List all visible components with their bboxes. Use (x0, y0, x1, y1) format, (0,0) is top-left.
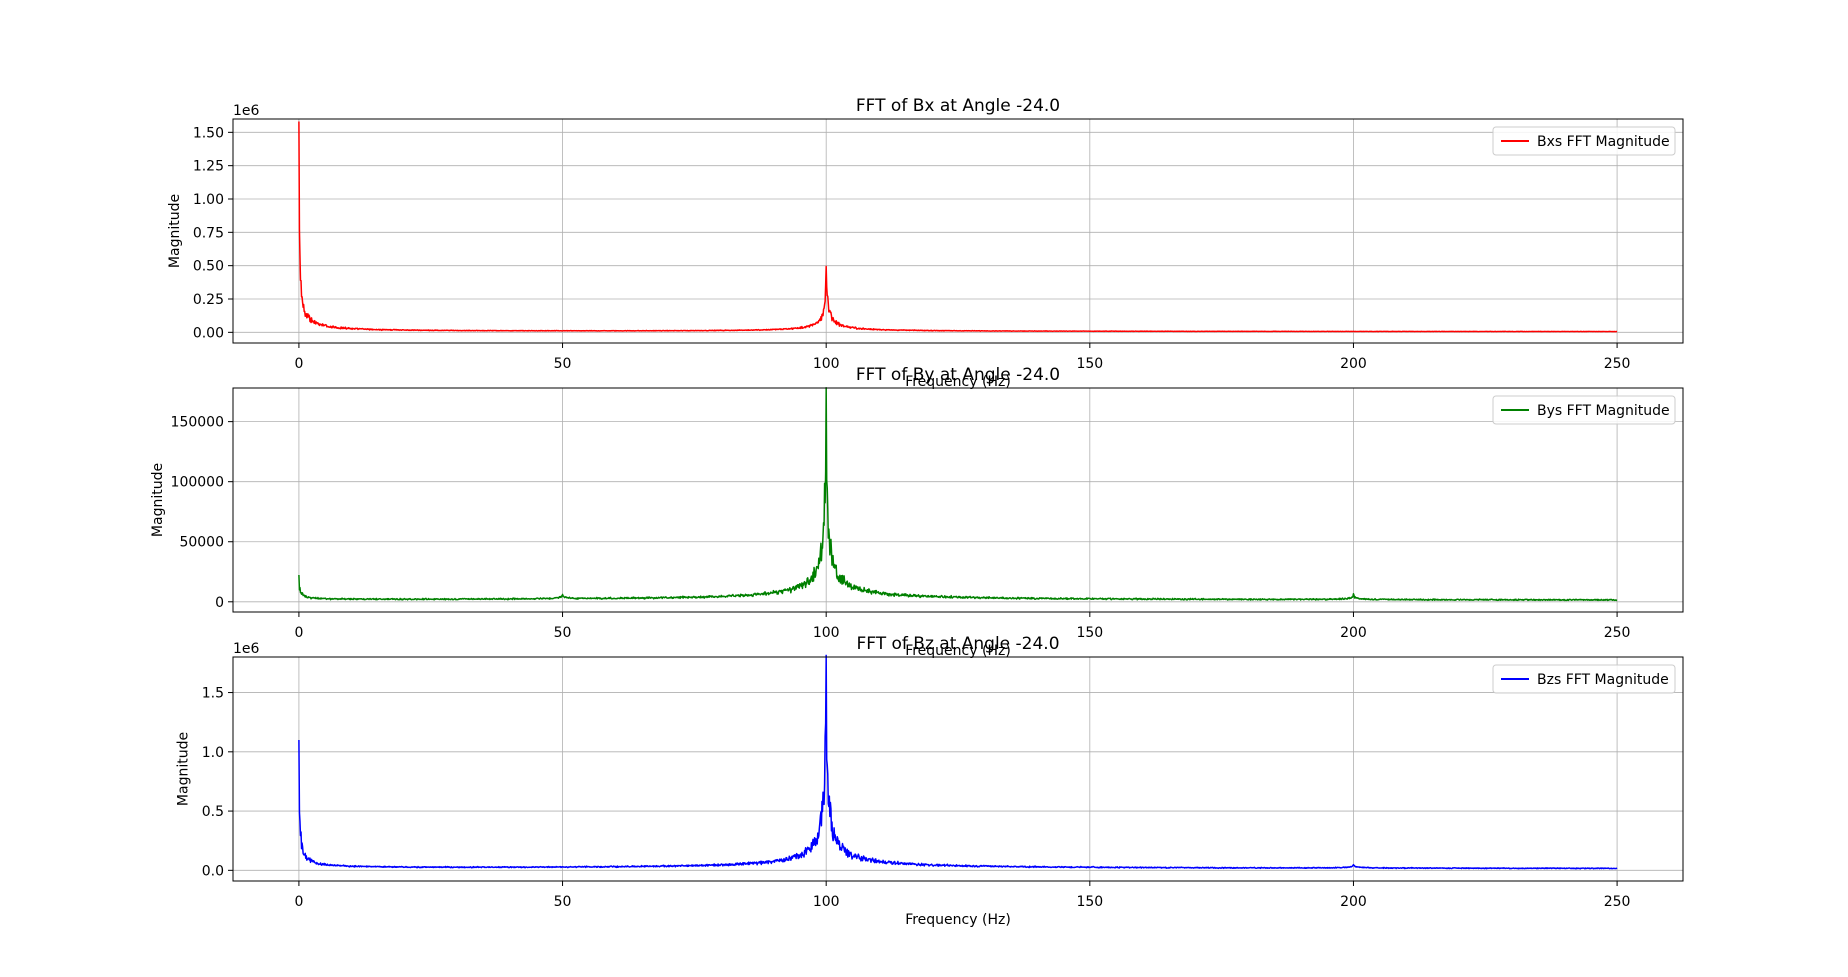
chart-panel-2: 0 50 100 150 200 250 0 50000 100000 150000 FFT of … (150, 365, 1684, 659)
legend: Bys FFT Magnitude (1492, 395, 1676, 425)
y-tick-label: 100000 (171, 475, 224, 491)
x-axis-label: Frequency (Hz) (905, 912, 1011, 928)
chart-panel-1: 0 50 100 150 200 250 0.00 0.25 0.50 0.75 1.00 1.25 1… (167, 96, 1684, 390)
y-tick-label: 0.75 (193, 225, 224, 241)
chart-title: FFT of Bx at Angle -24.0 (856, 96, 1060, 116)
x-tick-label: 50 (554, 894, 572, 910)
x-tick-label: 50 (554, 625, 572, 641)
x-tick-label: 100 (813, 356, 840, 372)
y-axis-label: Magnitude (150, 463, 166, 537)
y-tick-label: 0.00 (193, 325, 224, 341)
y-tick-label: 150000 (171, 415, 224, 431)
y-tick-label: 1.0 (202, 745, 224, 761)
x-tick-label: 100 (813, 625, 840, 641)
x-tick-label: 200 (1340, 356, 1367, 372)
chart-panel-3: 0 50 100 150 200 250 0.0 0.5 1.0 1.5 1e6 FFT of Bz … (176, 634, 1684, 928)
x-tick-label: 250 (1604, 894, 1631, 910)
legend-label: Bys FFT Magnitude (1537, 403, 1670, 419)
x-tick-label: 50 (554, 356, 572, 372)
legend-box (1492, 664, 1676, 694)
x-tick-label: 0 (294, 356, 303, 372)
y-tick-label: 0.25 (193, 292, 224, 308)
y-tick-label: 1.25 (193, 159, 224, 175)
y-tick-label: 1.00 (193, 192, 224, 208)
x-tick-label: 150 (1076, 894, 1103, 910)
legend-label: Bxs FFT Magnitude (1537, 134, 1670, 150)
y-tick-label: 0 (215, 595, 224, 611)
x-tick-label: 100 (813, 894, 840, 910)
y-axis-label: Magnitude (167, 194, 183, 268)
axes-frame (232, 118, 1684, 344)
chart-title: FFT of By at Angle -24.0 (856, 365, 1060, 385)
y-tick-label: 1.5 (202, 686, 224, 702)
x-axis-label: Frequency (Hz) (905, 374, 1011, 390)
x-tick-label: 0 (294, 894, 303, 910)
x-tick-label: 150 (1076, 356, 1103, 372)
y-tick-label: 0.50 (193, 259, 224, 275)
x-tick-label: 0 (294, 625, 303, 641)
legend-label: Bzs FFT Magnitude (1537, 672, 1669, 688)
x-tick-label: 200 (1340, 625, 1367, 641)
legend: Bxs FFT Magnitude (1492, 126, 1676, 156)
y-scale-label: 1e6 (233, 103, 260, 119)
series-line-3 (298, 654, 1618, 870)
series-line-1 (298, 121, 1618, 333)
x-tick-label: 250 (1604, 356, 1631, 372)
y-axis-label: Magnitude (176, 732, 192, 806)
series-line-2 (298, 387, 1618, 602)
y-tick-label: 0.5 (202, 804, 224, 820)
x-tick-label: 200 (1340, 894, 1367, 910)
legend: Bzs FFT Magnitude (1492, 664, 1676, 694)
y-tick-label: 0.0 (202, 863, 224, 879)
axes-frame (232, 656, 1684, 882)
y-tick-label: 1.50 (193, 125, 224, 141)
legend-box (1492, 395, 1676, 425)
legend-box (1492, 126, 1676, 156)
x-axis-label: Frequency (Hz) (905, 643, 1011, 659)
x-tick-label: 150 (1076, 625, 1103, 641)
x-tick-label: 250 (1604, 625, 1631, 641)
chart-title: FFT of Bz at Angle -24.0 (856, 634, 1059, 654)
y-scale-label: 1e6 (233, 641, 260, 657)
axes-frame (232, 387, 1684, 613)
y-tick-label: 50000 (179, 535, 224, 551)
